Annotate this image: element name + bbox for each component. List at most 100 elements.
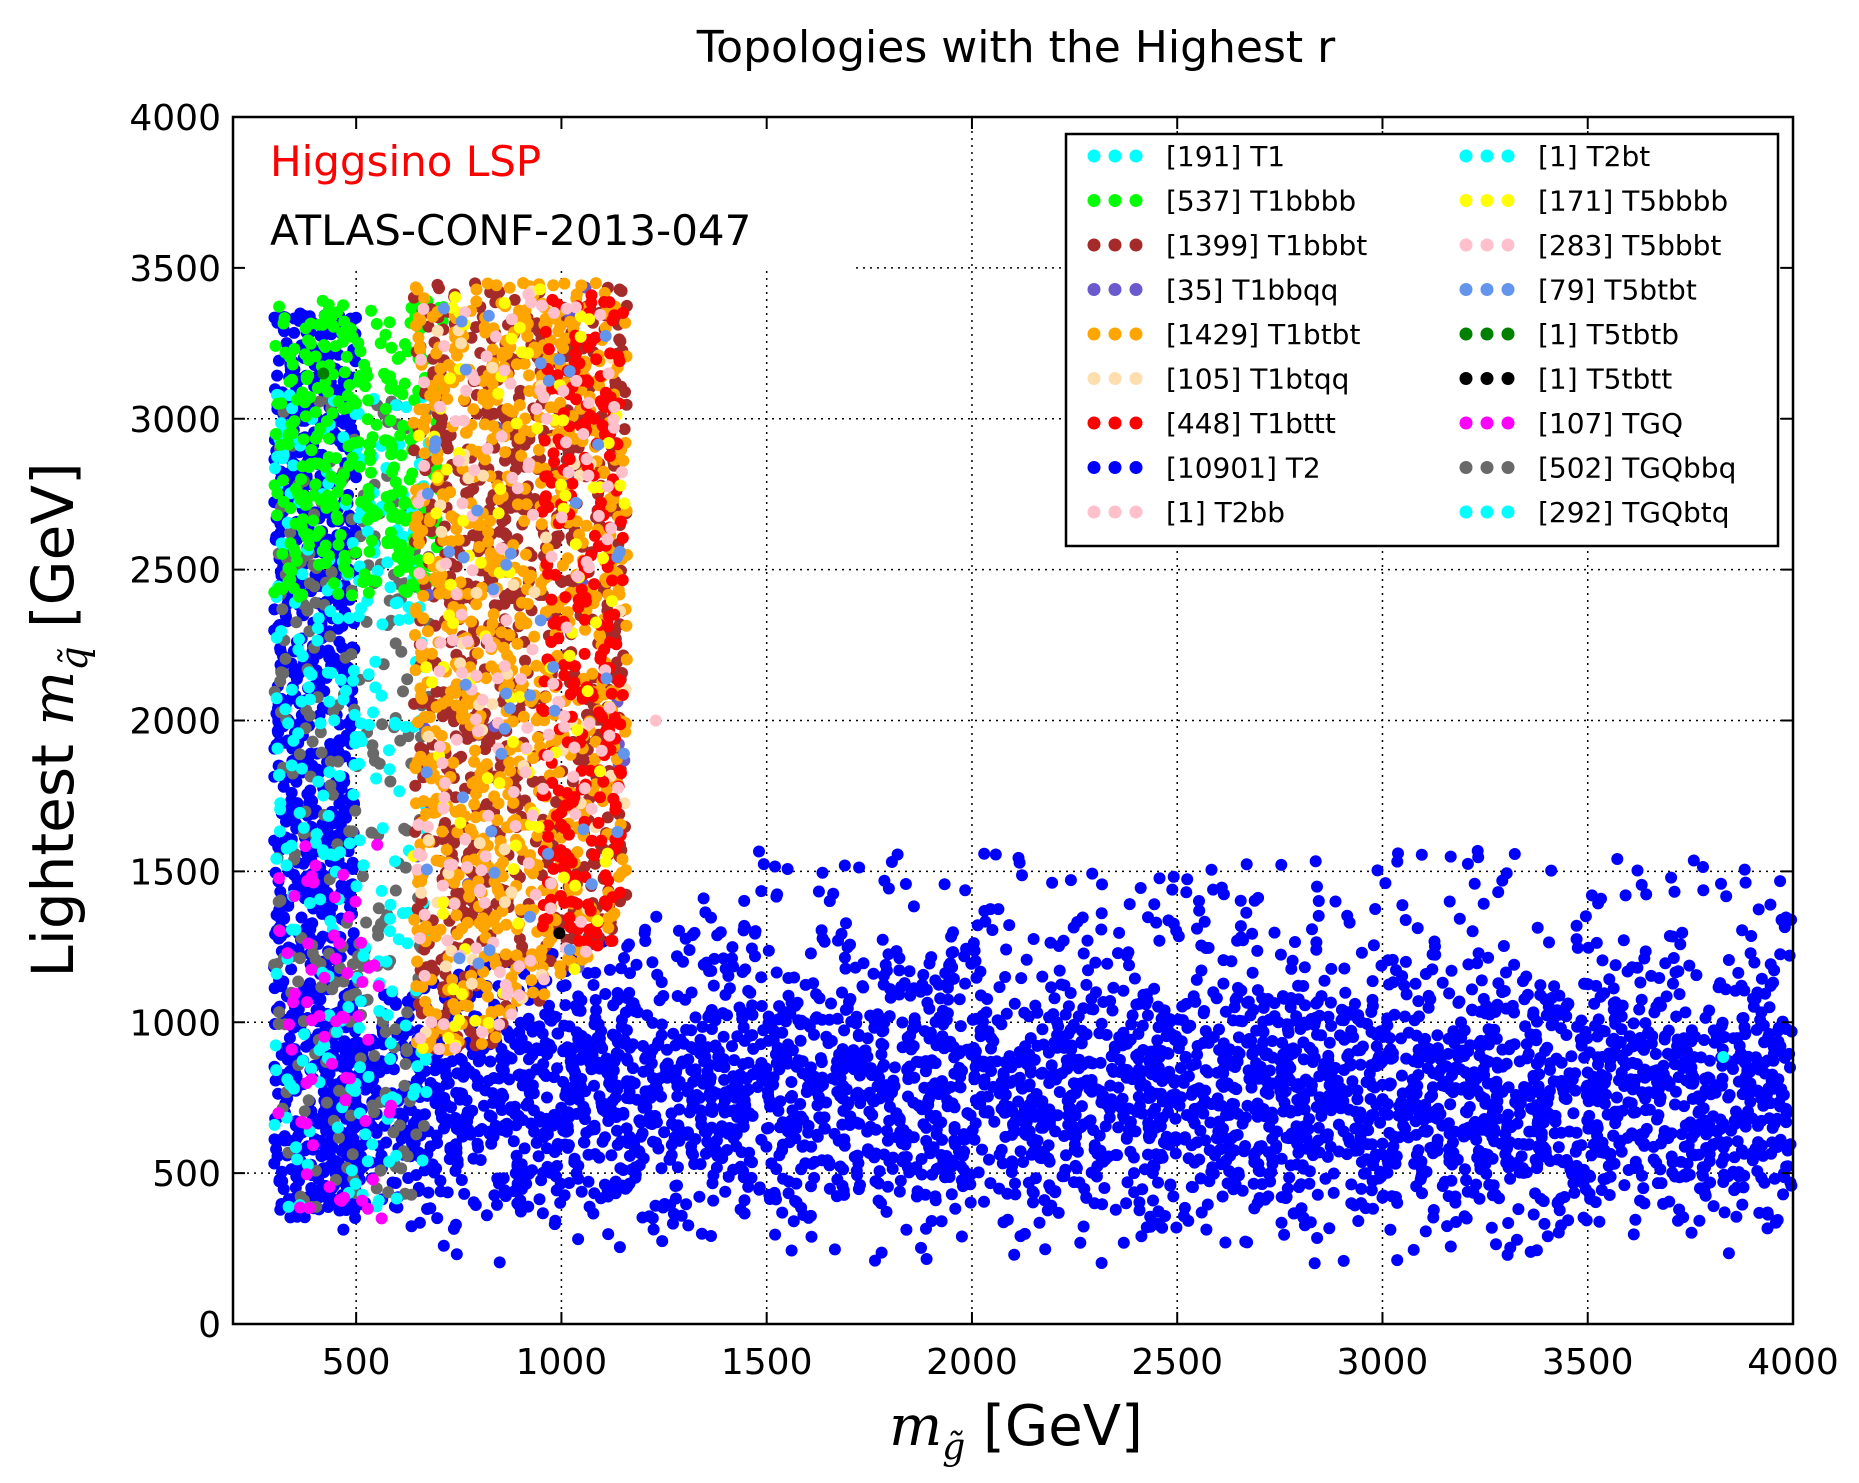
scatter-point: [685, 1024, 698, 1037]
scatter-point: [1170, 1221, 1183, 1234]
scatter-point: [929, 1194, 942, 1207]
scatter-point: [1412, 995, 1425, 1008]
scatter-point: [1212, 1099, 1225, 1112]
scatter-point: [491, 1198, 503, 1211]
scatter-point: [1587, 1138, 1600, 1151]
scatter-point: [1431, 1029, 1444, 1042]
scatter-point: [1629, 1213, 1642, 1226]
scatter-point: [1176, 1014, 1189, 1027]
scatter-point: [658, 1126, 671, 1139]
scatter-point: [287, 868, 300, 881]
scatter-point: [1615, 1066, 1628, 1079]
scatter-point: [705, 1023, 718, 1035]
scatter-point: [923, 1032, 936, 1045]
scatter-point: [1521, 988, 1534, 1001]
scatter-point: [527, 1104, 540, 1117]
scatter-point: [1388, 1008, 1401, 1021]
scatter-point: [1231, 1128, 1244, 1141]
scatter-point: [1376, 1078, 1389, 1091]
scatter-point: [1020, 953, 1033, 966]
scatter-point: [551, 1027, 564, 1040]
scatter-point: [1755, 1114, 1768, 1127]
scatter-point: [1578, 1051, 1591, 1064]
scatter-point: [954, 1070, 967, 1083]
scatter-point: [1580, 1214, 1593, 1227]
scatter-point: [559, 1089, 572, 1102]
scatter-point: [1257, 1036, 1270, 1049]
scatter-point: [1774, 948, 1787, 961]
scatter-point: [771, 1041, 784, 1054]
scatter-point: [1151, 1034, 1164, 1047]
scatter-point: [791, 996, 804, 1009]
scatter-point: [902, 1090, 914, 1103]
scatter-point: [936, 1133, 948, 1146]
scatter-point: [405, 1220, 418, 1233]
scatter-point: [713, 1126, 726, 1139]
scatter-point: [1142, 911, 1154, 924]
scatter-point: [1482, 1023, 1495, 1036]
scatter-point: [1174, 1062, 1187, 1074]
scatter-point: [878, 874, 891, 887]
scatter-point: [1580, 1082, 1593, 1095]
scatter-point: [885, 856, 898, 868]
scatter-point: [1260, 1074, 1273, 1087]
scatter-point: [1286, 954, 1299, 967]
scatter-point: [1073, 1176, 1086, 1189]
scatter-point: [817, 1078, 829, 1091]
scatter-point: [480, 1209, 493, 1222]
scatter-point: [1379, 877, 1392, 890]
scatter-point: [875, 1048, 888, 1061]
scatter-point: [449, 1218, 462, 1231]
scatter-point: [1037, 1145, 1050, 1158]
scatter-point: [753, 1181, 766, 1194]
scatter-point: [1217, 977, 1230, 990]
scatter-point: [587, 1207, 600, 1220]
scatter-point: [1631, 961, 1644, 974]
scatter-point: [746, 1156, 758, 1169]
scatter-point: [1674, 938, 1687, 951]
scatter-point: [1266, 1106, 1278, 1119]
scatter-point: [1299, 1073, 1312, 1086]
scatter-point: [694, 1158, 707, 1171]
scatter-point: [1048, 992, 1061, 1005]
scatter-point: [1000, 1007, 1013, 1020]
scatter-point: [1550, 1052, 1563, 1065]
scatter-point: [705, 964, 718, 977]
scatter-point: [742, 1056, 755, 1069]
scatter-point: [1579, 910, 1592, 923]
scatter-point: [1311, 880, 1323, 893]
scatter-point: [1082, 1115, 1095, 1128]
scatter-point: [1498, 985, 1511, 997]
scatter-point: [1445, 964, 1458, 977]
scatter-point: [1093, 1129, 1106, 1142]
scatter-point: [1275, 1216, 1288, 1229]
scatter-point: [1000, 943, 1013, 956]
scatter-point: [503, 1031, 516, 1044]
scatter-point: [1222, 1107, 1235, 1120]
scatter-point: [763, 1094, 776, 1107]
scatter-point: [1598, 987, 1611, 1000]
scatter-point: [733, 1001, 746, 1014]
scatter-point: [1743, 1062, 1756, 1075]
scatter-point: [1058, 1130, 1071, 1142]
scatter-point: [838, 859, 851, 872]
scatter-point: [558, 1121, 571, 1134]
scatter-point: [1527, 1125, 1540, 1138]
scatter-point: [1589, 1196, 1602, 1209]
scatter-point: [1140, 1221, 1153, 1234]
scatter-point: [559, 979, 572, 992]
scatter-point: [1443, 987, 1456, 1000]
scatter-point: [1155, 1045, 1168, 1057]
scatter-point: [389, 997, 402, 1010]
scatter-point: [1382, 1108, 1395, 1121]
scatter-point: [407, 1117, 420, 1130]
scatter-point: [1200, 1223, 1213, 1236]
scatter-point: [1343, 1136, 1356, 1149]
scatter-point: [1167, 870, 1180, 883]
scatter-point: [784, 1091, 797, 1104]
scatter-point: [1520, 970, 1533, 983]
scatter-point: [1650, 1156, 1663, 1169]
scatter-point: [856, 1059, 869, 1072]
scatter-point: [1466, 983, 1478, 996]
scatter-point: [445, 1101, 457, 1114]
